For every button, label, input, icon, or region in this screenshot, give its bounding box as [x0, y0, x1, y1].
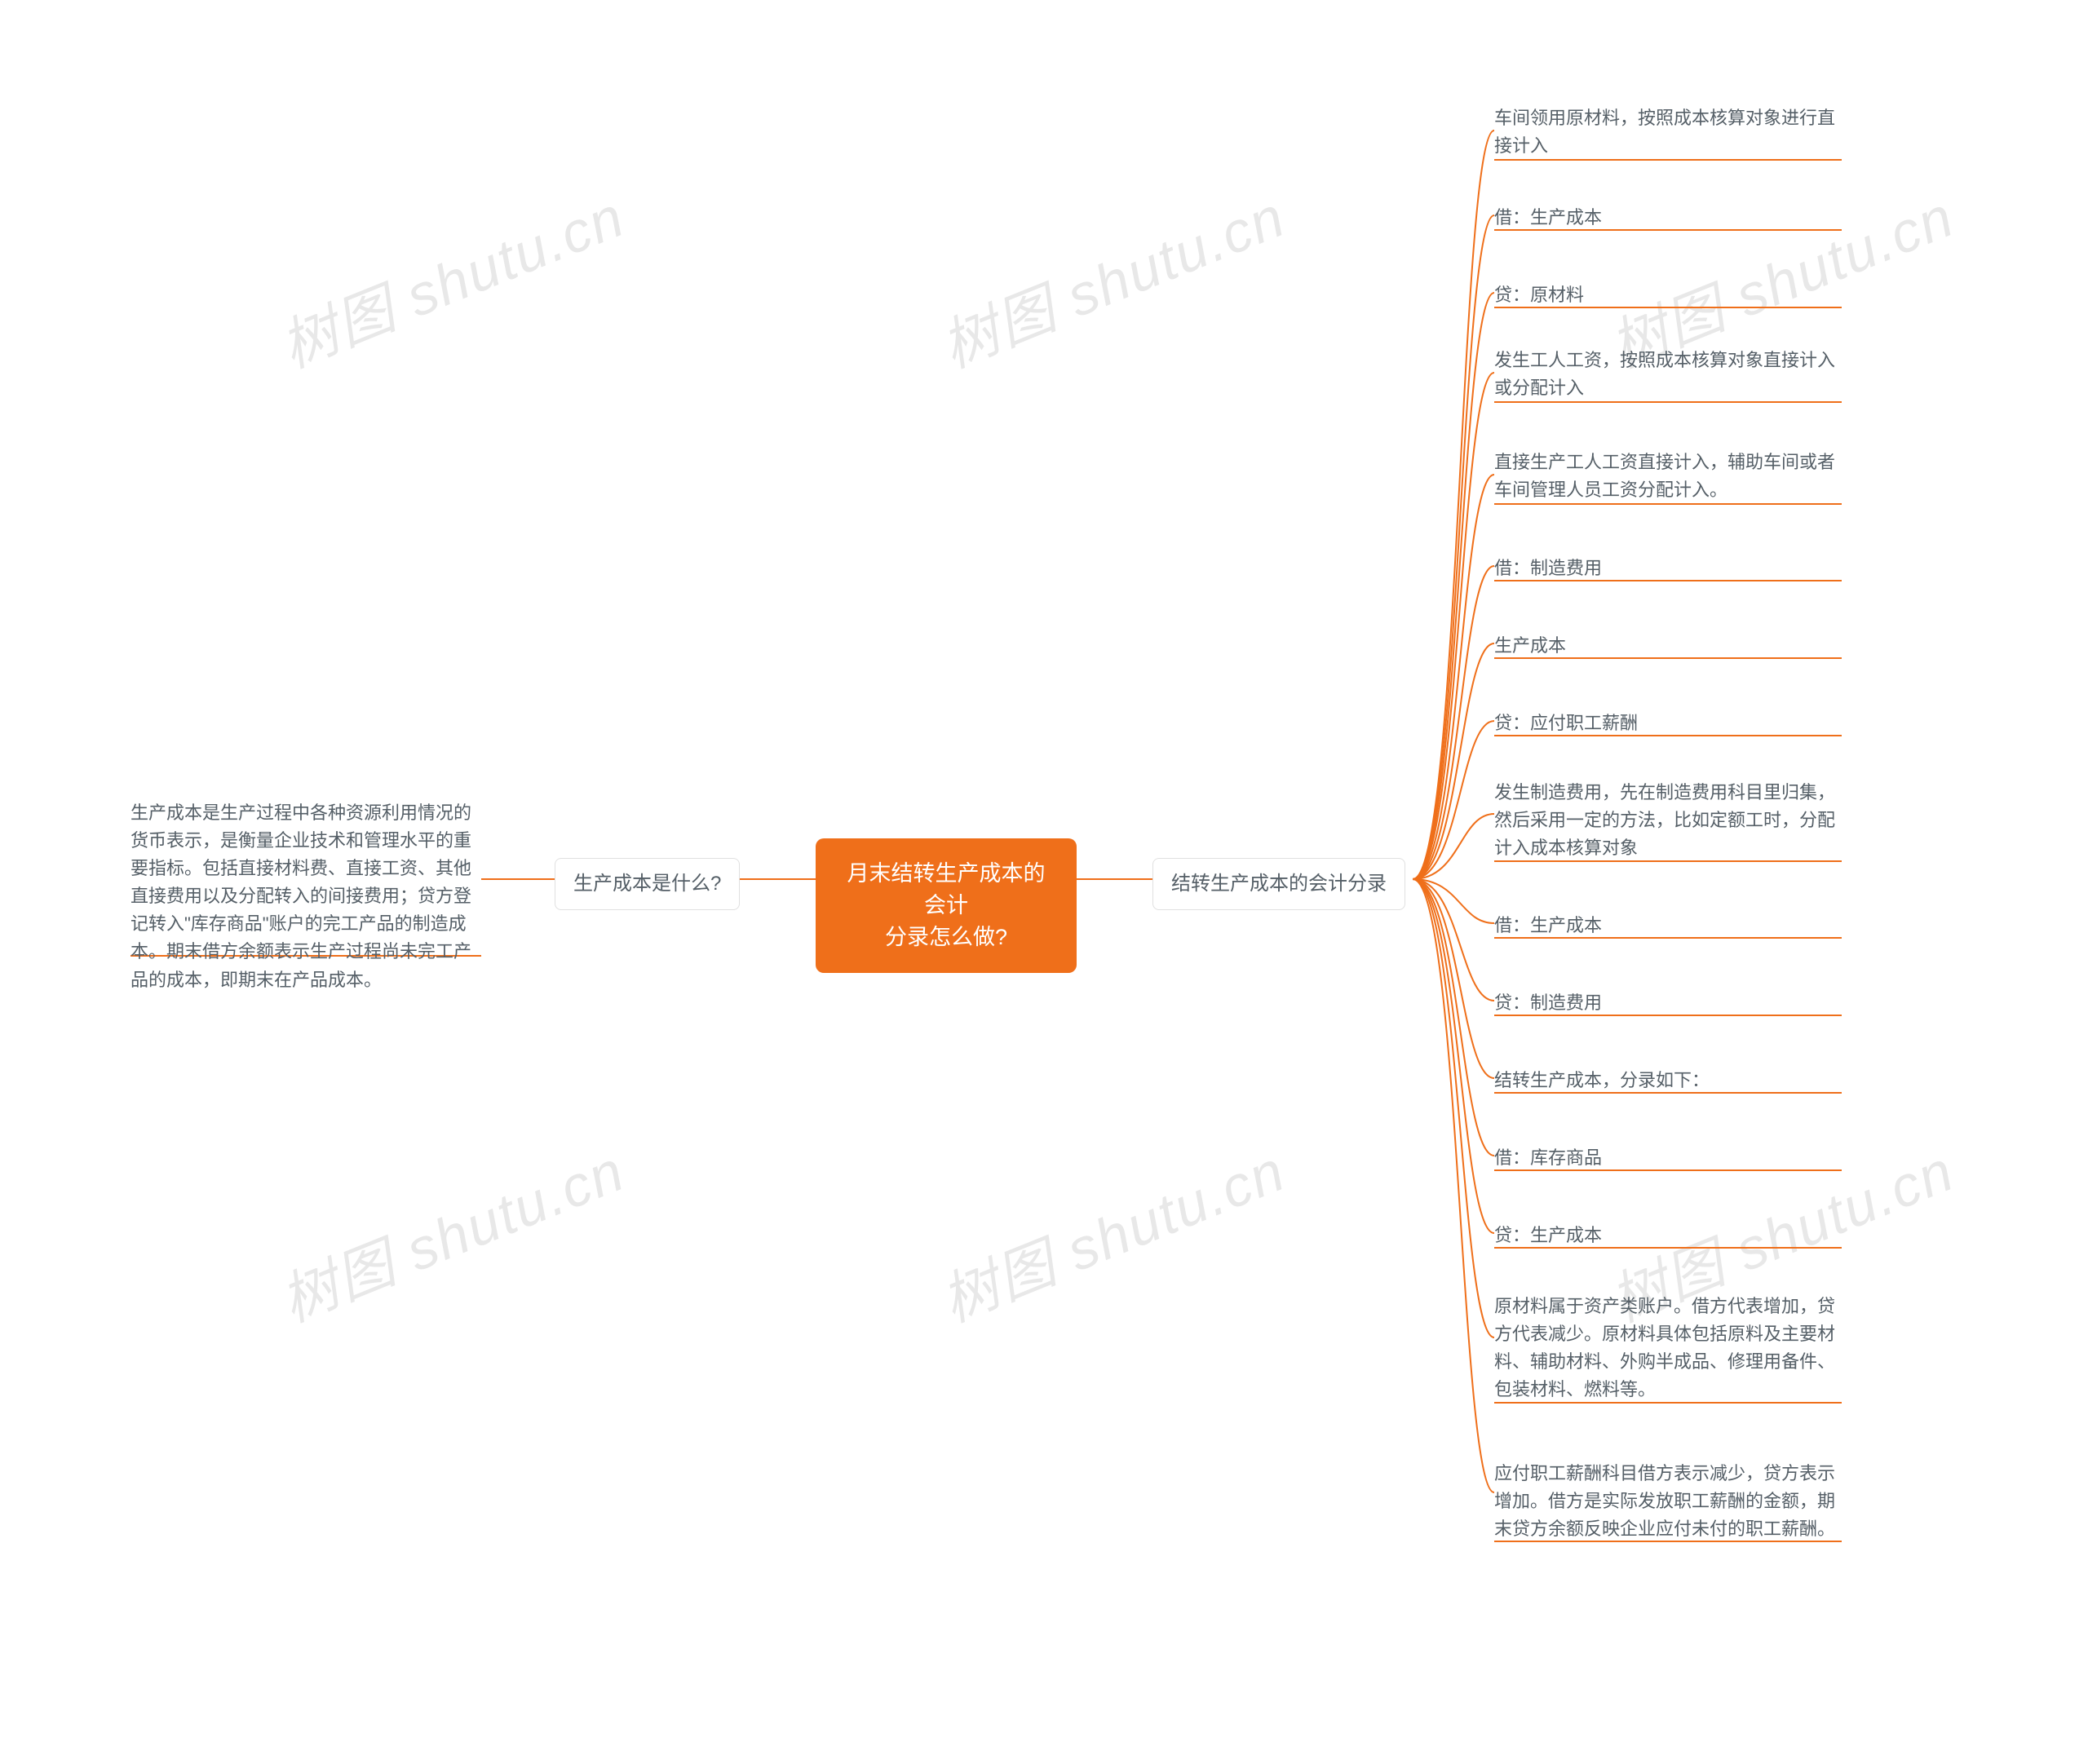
leaf-r12[interactable]: 借：库存商品 — [1494, 1144, 1837, 1172]
leaf-text: 发生制造费用，先在制造费用科目里归集，然后采用一定的方法，比如定额工时，分配计入… — [1494, 782, 1835, 858]
leaf-r5[interactable]: 借：制造费用 — [1494, 555, 1837, 582]
leaf-text: 借：制造费用 — [1494, 558, 1602, 578]
leaf-text: 贷：原材料 — [1494, 285, 1584, 305]
right-branch-label: 结转生产成本的会计分录 — [1171, 873, 1387, 895]
watermark: 树图 shutu.cn — [267, 1125, 635, 1338]
leaf-text: 贷：制造费用 — [1494, 993, 1602, 1013]
mindmap-canvas: 树图 shutu.cn 树图 shutu.cn 树图 shutu.cn 树图 s… — [0, 0, 2088, 1764]
leaf-r7[interactable]: 贷：应付职工薪酬 — [1494, 710, 1837, 737]
leaf-text: 发生工人工资，按照成本核算对象直接计入或分配计入 — [1494, 350, 1835, 398]
leaf-r8[interactable]: 发生制造费用，先在制造费用科目里归集，然后采用一定的方法，比如定额工时，分配计入… — [1494, 779, 1837, 862]
leaf-r2[interactable]: 贷：原材料 — [1494, 281, 1837, 309]
leaf-r3[interactable]: 发生工人工资，按照成本核算对象直接计入或分配计入 — [1494, 347, 1837, 402]
leaf-text: 原材料属于资产类账户。借方代表增加，贷方代表减少。原材料具体包括原料及主要材料、… — [1494, 1296, 1835, 1399]
leaf-text: 生产成本 — [1494, 635, 1566, 656]
left-branch-label: 生产成本是什么? — [573, 873, 721, 895]
leaf-r13[interactable]: 贷：生产成本 — [1494, 1222, 1837, 1249]
leaf-text: 借：生产成本 — [1494, 915, 1602, 935]
root-label-line1: 月末结转生产成本的会计 — [847, 861, 1046, 917]
root-label-line2: 分录怎么做? — [885, 925, 1007, 949]
leaf-text: 直接生产工人工资直接计入，辅助车间或者车间管理人员工资分配计入。 — [1494, 452, 1835, 500]
right-branch[interactable]: 结转生产成本的会计分录 — [1152, 858, 1405, 910]
leaf-r9[interactable]: 借：生产成本 — [1494, 912, 1837, 939]
leaf-text: 借：库存商品 — [1494, 1147, 1602, 1168]
leaf-r4[interactable]: 直接生产工人工资直接计入，辅助车间或者车间管理人员工资分配计入。 — [1494, 449, 1837, 504]
leaf-r10[interactable]: 贷：制造费用 — [1494, 989, 1837, 1017]
leaf-text: 应付职工薪酬科目借方表示减少，贷方表示增加。借方是实际发放职工薪酬的金额，期末贷… — [1494, 1463, 1835, 1539]
leaf-r15[interactable]: 应付职工薪酬科目借方表示减少，贷方表示增加。借方是实际发放职工薪酬的金额，期末贷… — [1494, 1460, 1837, 1543]
leaf-r6[interactable]: 生产成本 — [1494, 632, 1837, 660]
root-node[interactable]: 月末结转生产成本的会计 分录怎么做? — [816, 838, 1077, 973]
leaf-r11[interactable]: 结转生产成本，分录如下： — [1494, 1067, 1837, 1094]
left-leaf-text: 生产成本是生产过程中各种资源利用情况的货币表示，是衡量企业技术和管理水平的重要指… — [130, 802, 471, 990]
left-branch[interactable]: 生产成本是什么? — [555, 858, 740, 910]
left-leaf[interactable]: 生产成本是生产过程中各种资源利用情况的货币表示，是衡量企业技术和管理水平的重要指… — [130, 799, 481, 994]
leaf-r14[interactable]: 原材料属于资产类账户。借方代表增加，贷方代表减少。原材料具体包括原料及主要材料、… — [1494, 1293, 1837, 1404]
watermark: 树图 shutu.cn — [267, 171, 635, 384]
leaf-text: 贷：生产成本 — [1494, 1225, 1602, 1245]
leaf-text: 贷：应付职工薪酬 — [1494, 713, 1638, 733]
leaf-r1[interactable]: 借：生产成本 — [1494, 204, 1837, 232]
watermark: 树图 shutu.cn — [927, 171, 1295, 384]
leaf-text: 借：生产成本 — [1494, 207, 1602, 228]
leaf-r0[interactable]: 车间领用原材料，按照成本核算对象进行直接计入 — [1494, 104, 1837, 160]
leaf-text: 车间领用原材料，按照成本核算对象进行直接计入 — [1494, 108, 1835, 156]
watermark: 树图 shutu.cn — [927, 1125, 1295, 1338]
leaf-text: 结转生产成本，分录如下： — [1494, 1070, 1710, 1090]
